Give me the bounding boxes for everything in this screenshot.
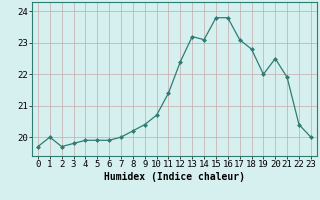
X-axis label: Humidex (Indice chaleur): Humidex (Indice chaleur) (104, 172, 245, 182)
